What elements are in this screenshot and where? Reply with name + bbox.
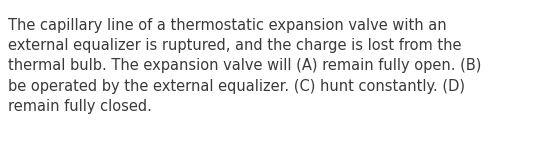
Text: The capillary line of a thermostatic expansion valve with an
external equalizer : The capillary line of a thermostatic exp… (8, 18, 481, 114)
